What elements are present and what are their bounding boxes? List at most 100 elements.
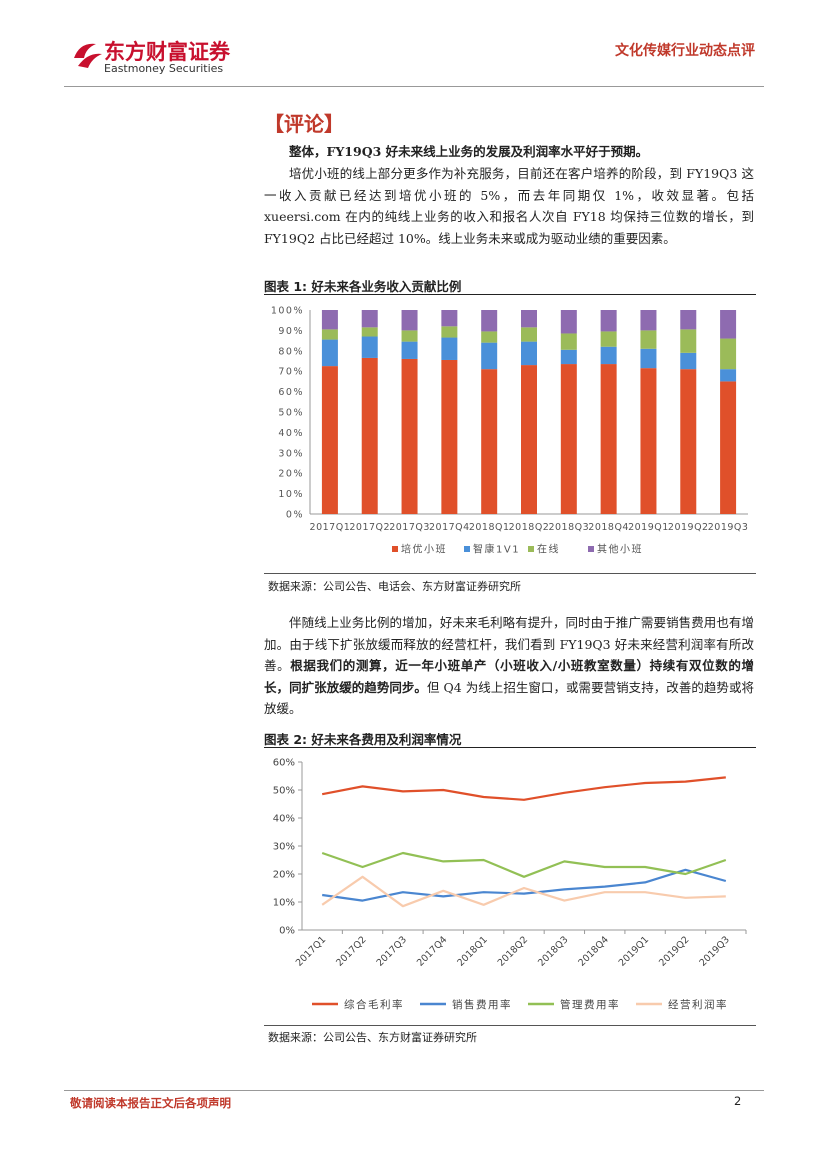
chart1-bar-segment <box>481 331 498 343</box>
chart1-bar-segment <box>481 369 498 514</box>
chart1-legend-swatch <box>392 546 398 552</box>
chart2-y-tick: 20% <box>273 870 295 881</box>
figure1-bottom-rule <box>264 573 756 574</box>
chart1-bar-segment <box>720 381 737 514</box>
figure1-top-rule <box>264 294 756 295</box>
chart1-x-tick: 2018Q1 <box>469 522 510 533</box>
p2-part-a: 伴随线上业务比例的增加，好未来毛利略有提升，同时由于推广需要销售费用也有增加。由… <box>264 615 754 673</box>
chart1-bar-segment <box>521 341 537 366</box>
logo-text-cn: 东方财富证券 <box>104 40 230 64</box>
chart1-bar-segment <box>321 339 338 367</box>
chart1-bar-segment <box>361 310 378 328</box>
chart1-bar-segment <box>600 331 617 347</box>
chart1-bar-segment <box>321 366 338 514</box>
chart1-bar-segment <box>321 329 338 340</box>
chart1-y-tick: 70% <box>278 367 304 378</box>
chart1-x-tick: 2017Q2 <box>349 522 390 533</box>
chart2-y-tick: 50% <box>273 786 295 797</box>
chart2-x-tick: 2018Q2 <box>496 934 530 968</box>
page-number: 2 <box>734 1094 742 1108</box>
chart2-x-tick: 2018Q4 <box>576 934 610 968</box>
chart1-legend-swatch <box>464 546 470 552</box>
chart2-legend-label: 管理费用率 <box>560 998 620 1011</box>
section-heading: 【评论】 <box>264 112 344 136</box>
chart2-legend-label: 销售费用率 <box>452 998 512 1011</box>
chart1-bar-segment <box>481 342 498 370</box>
chart1-bar-segment <box>401 358 418 514</box>
chart1-bar-segment <box>441 310 458 327</box>
chart2-x-tick: 2017Q3 <box>375 934 409 968</box>
chart1-bar-segment <box>560 333 577 350</box>
chart1-bar-segment <box>321 310 338 330</box>
chart1-bar-segment <box>361 336 378 358</box>
chart1-bar-segment <box>600 310 617 332</box>
chart1-bar-segment <box>441 337 458 360</box>
figure2-bottom-rule <box>264 1025 756 1026</box>
chart1-legend-label: 智康1V1 <box>473 543 520 556</box>
chart1-bar-segment <box>560 349 577 365</box>
chart1-bar-segment <box>560 310 577 334</box>
chart1-x-tick: 2017Q1 <box>310 522 351 533</box>
chart1-bar-segment <box>521 310 537 328</box>
chart2-x-tick: 2017Q1 <box>294 934 328 968</box>
chart1-legend-label: 培优小班 <box>401 543 447 556</box>
chart1-bar-segment <box>401 341 418 359</box>
chart2-y-tick: 60% <box>273 758 295 769</box>
chart1-y-tick: 80% <box>278 346 304 357</box>
chart2-x-tick: 2019Q3 <box>698 934 732 968</box>
chart1-bar-segment <box>441 326 458 338</box>
logo-icon <box>74 43 102 68</box>
body-paragraph-2: 伴随线上业务比例的增加，好未来毛利略有提升，同时由于推广需要销售费用也有增加。由… <box>264 612 754 720</box>
chart1-bar-segment <box>361 357 378 514</box>
chart1-legend-label: 其他小班 <box>597 543 643 556</box>
chart1-stacked-bar: 0%10%20%30%40%50%60%70%80%90%100%2017Q1 2… <box>271 306 748 556</box>
chart1-y-tick: 0% <box>286 510 304 521</box>
chart1-bar-segment <box>720 310 737 339</box>
chart1-bar-segment <box>521 327 537 342</box>
chart1-bar-segment <box>441 359 458 514</box>
chart1-bar-segment <box>720 369 737 382</box>
chart1-bar-segment <box>680 352 697 370</box>
chart1-legend-swatch <box>588 546 594 552</box>
chart2-line: 0%10%20%30%40%50%60%2017Q1 2017Q2 2017Q3 20… <box>273 758 747 1011</box>
chart1-y-tick: 10% <box>278 489 304 500</box>
chart1-bar-segment <box>481 310 498 332</box>
chart2-x-tick: 2019Q1 <box>617 934 651 968</box>
chart1-y-tick: 20% <box>278 469 304 480</box>
figure1-title: 图表 1: 好未来各业务收入贡献比例 <box>264 279 462 294</box>
chart1-bar-segment <box>680 369 697 514</box>
chart1-bar-segment <box>640 348 657 369</box>
header-divider <box>64 86 764 87</box>
chart1-x-tick: 2018Q4 <box>588 522 629 533</box>
chart1-y-tick: 50% <box>278 408 304 419</box>
figure1-source: 数据来源：公司公告、电话会、东方财富证券研究所 <box>268 580 521 593</box>
footer-disclaimer: 敬请阅读本报告正文后各项声明 <box>70 1096 231 1110</box>
chart2-x-tick: 2019Q2 <box>657 934 691 968</box>
chart1-x-tick: 2019Q2 <box>668 522 709 533</box>
p2-part-b-bold: 根据我们的测算，近一年小班单产（小班收入/小班教室数量）持续有双位数的增长，同扩… <box>264 658 754 695</box>
chart2-x-tick: 2018Q3 <box>536 934 570 968</box>
chart1-legend-label: 在线 <box>537 543 560 556</box>
chart1-bar-segment <box>720 338 737 370</box>
chart2-x-tick: 2017Q4 <box>415 934 449 968</box>
chart1-x-tick: 2017Q3 <box>389 522 430 533</box>
body-paragraph-1: 培优小班的线上部分更多作为补充服务，目前还在客户培养的阶段，到 FY19Q3 这… <box>264 166 754 246</box>
chart1-y-tick: 40% <box>278 428 304 439</box>
chart1-bar-segment <box>640 368 657 514</box>
footer-divider <box>64 1090 764 1091</box>
chart1-y-tick: 90% <box>278 326 304 337</box>
logo-text-en: Eastmoney Securities <box>104 62 224 75</box>
chart2-y-tick: 30% <box>273 842 295 853</box>
chart2-series-line <box>321 875 726 908</box>
chart1-x-tick: 2018Q2 <box>509 522 550 533</box>
chart2-series-line <box>321 851 727 878</box>
chart2-y-tick: 0% <box>279 926 295 937</box>
chart2-y-tick: 10% <box>273 898 295 909</box>
chart1-bar-segment <box>680 329 697 353</box>
chart1-y-tick: 30% <box>278 448 304 459</box>
chart1-bar-segment <box>560 364 577 514</box>
chart1-bar-segment <box>600 346 617 365</box>
chart2-legend-label: 经营利润率 <box>668 998 728 1011</box>
chart2-series-line <box>321 776 726 801</box>
chart2-series-line <box>322 868 727 902</box>
